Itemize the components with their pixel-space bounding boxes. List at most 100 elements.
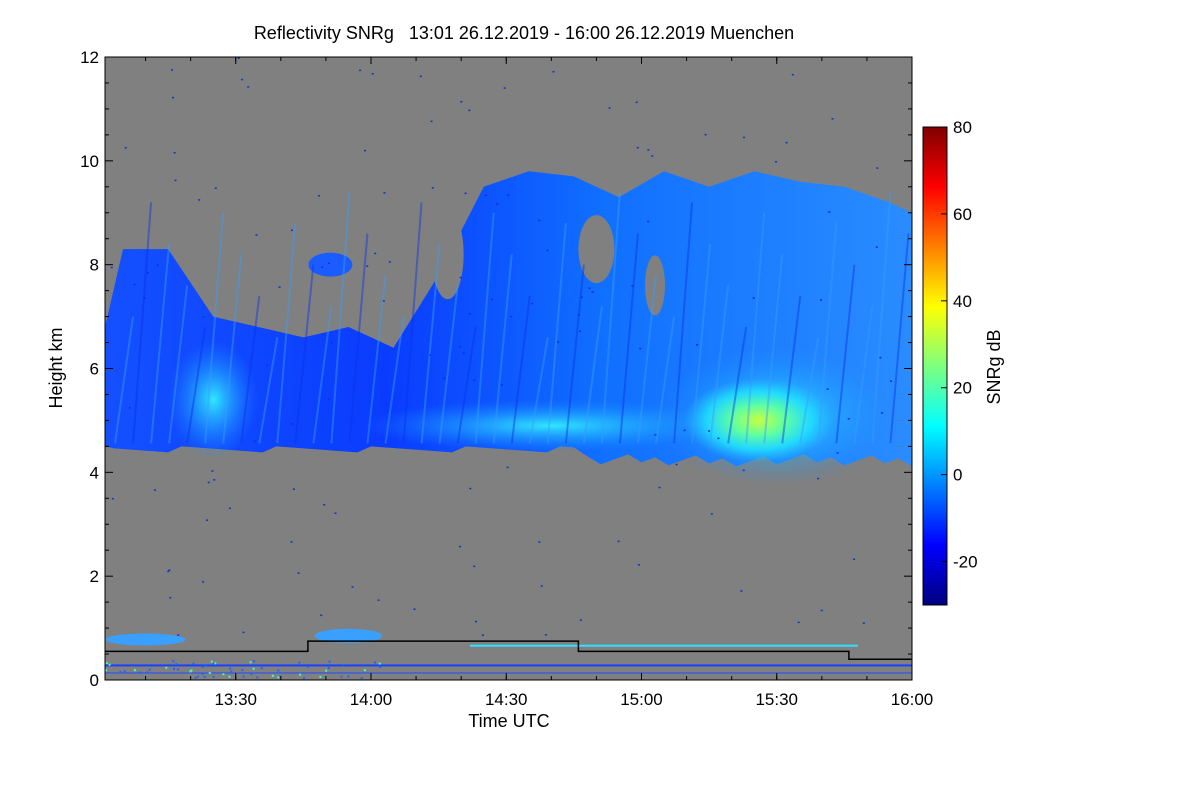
noise-pixel xyxy=(431,187,434,189)
clutter-pixel xyxy=(123,670,126,673)
noise-pixel xyxy=(266,364,269,367)
noise-pixel xyxy=(297,572,300,574)
clutter-pixel xyxy=(379,666,381,669)
clutter-line-cyan xyxy=(470,644,858,647)
noise-pixel xyxy=(364,149,366,152)
noise-pixel xyxy=(328,398,330,400)
clutter-pixel xyxy=(307,665,310,668)
clutter-pixel xyxy=(139,671,142,674)
clutter-pixel xyxy=(229,667,232,670)
noise-pixel xyxy=(853,558,855,561)
fall-streak xyxy=(600,191,621,444)
fall-streak xyxy=(510,295,531,444)
fall-streak xyxy=(853,306,874,444)
fall-streak xyxy=(186,326,207,444)
fall-streak xyxy=(564,264,585,444)
fall-streak xyxy=(114,316,135,444)
noise-pixel xyxy=(531,302,534,305)
noise-pixel xyxy=(213,479,216,481)
fall-streak xyxy=(330,191,351,444)
noise-pixel xyxy=(290,229,293,232)
fall-streak xyxy=(618,233,639,444)
clutter-pixel xyxy=(212,663,215,665)
colorbar-ticks: -20 0 20 40 60 80 xyxy=(941,118,978,572)
noise-pixel xyxy=(124,147,127,149)
noise-pixel xyxy=(464,192,467,195)
noise-pixel xyxy=(143,297,146,299)
plot-area xyxy=(105,57,912,680)
fall-streak xyxy=(132,202,153,444)
noise-pixel xyxy=(740,590,743,592)
x-tick-label: 14:30 xyxy=(485,690,528,709)
noise-pixel xyxy=(473,565,476,568)
fall-streak xyxy=(222,254,243,444)
y-tick-label: 2 xyxy=(90,567,99,586)
noise-pixel xyxy=(797,621,800,624)
clutter-pixel xyxy=(105,662,108,665)
clutter-pixel xyxy=(196,675,199,678)
fall-streak xyxy=(456,326,477,444)
clutter-pixel xyxy=(327,667,330,669)
fall-streak xyxy=(474,212,495,444)
clutter-pixel xyxy=(278,675,281,678)
noise-pixel xyxy=(675,463,678,466)
noise-pixel xyxy=(146,272,149,274)
noise-pixel xyxy=(468,313,471,315)
noise-pixel xyxy=(156,264,159,266)
clutter-pixel xyxy=(194,676,197,679)
noise-pixel xyxy=(639,347,642,350)
noise-pixel xyxy=(577,314,580,316)
fall-streak xyxy=(637,274,657,444)
colorbar-tick-label: 80 xyxy=(953,118,972,137)
noise-pixel xyxy=(173,152,176,154)
colorbar-gradient xyxy=(922,126,948,606)
fall-streak xyxy=(528,337,549,444)
fall-streak xyxy=(150,243,171,444)
noise-pixel xyxy=(323,504,326,506)
clutter-pixel xyxy=(249,661,252,664)
y-tick-label: 4 xyxy=(90,463,99,482)
fall-streak xyxy=(655,316,676,444)
noise-pixel xyxy=(207,481,210,484)
clutter-pixel xyxy=(201,672,204,675)
noise-pixel xyxy=(237,57,240,59)
fall-streak xyxy=(276,223,297,444)
echo-gap xyxy=(203,240,314,311)
noise-pixel xyxy=(334,512,337,514)
noise-pixel xyxy=(383,192,386,194)
clutter-line xyxy=(105,664,912,667)
noise-pixel xyxy=(371,73,374,75)
echo-gap xyxy=(645,255,666,316)
y-tick-label: 6 xyxy=(90,360,99,379)
fall-streak xyxy=(384,316,405,444)
noise-pixel xyxy=(458,346,461,348)
y-axis: 0 2 4 6 8 10 12 xyxy=(80,48,912,690)
fall-streak xyxy=(691,243,712,444)
noise-pixel xyxy=(133,283,136,286)
noise-pixel xyxy=(742,469,745,472)
clutter-pixel xyxy=(252,667,255,670)
clutter-pixel xyxy=(325,669,328,672)
noise-pixel xyxy=(608,107,611,109)
noise-pixel xyxy=(890,380,892,382)
clutter-pixel xyxy=(214,662,217,665)
noise-pixel xyxy=(228,507,231,510)
clutter-pixel xyxy=(256,676,259,679)
noise-pixel xyxy=(484,194,487,197)
clutter-pixel xyxy=(119,671,122,673)
noise-pixel xyxy=(538,219,541,222)
noise-pixel xyxy=(552,71,555,73)
low-echo xyxy=(105,633,186,646)
noise-pixel xyxy=(496,203,499,205)
noise-pixel xyxy=(828,211,831,213)
fall-streak xyxy=(168,285,189,444)
clutter-pixel xyxy=(360,677,363,680)
noise-pixel xyxy=(503,87,506,89)
noise-pixel xyxy=(388,261,391,263)
fall-streak xyxy=(258,337,279,444)
noise-pixel xyxy=(443,377,446,380)
fall-streak xyxy=(582,306,603,444)
noise-pixel xyxy=(327,262,330,265)
noise-pixel xyxy=(540,585,543,587)
fall-streak xyxy=(709,285,730,444)
